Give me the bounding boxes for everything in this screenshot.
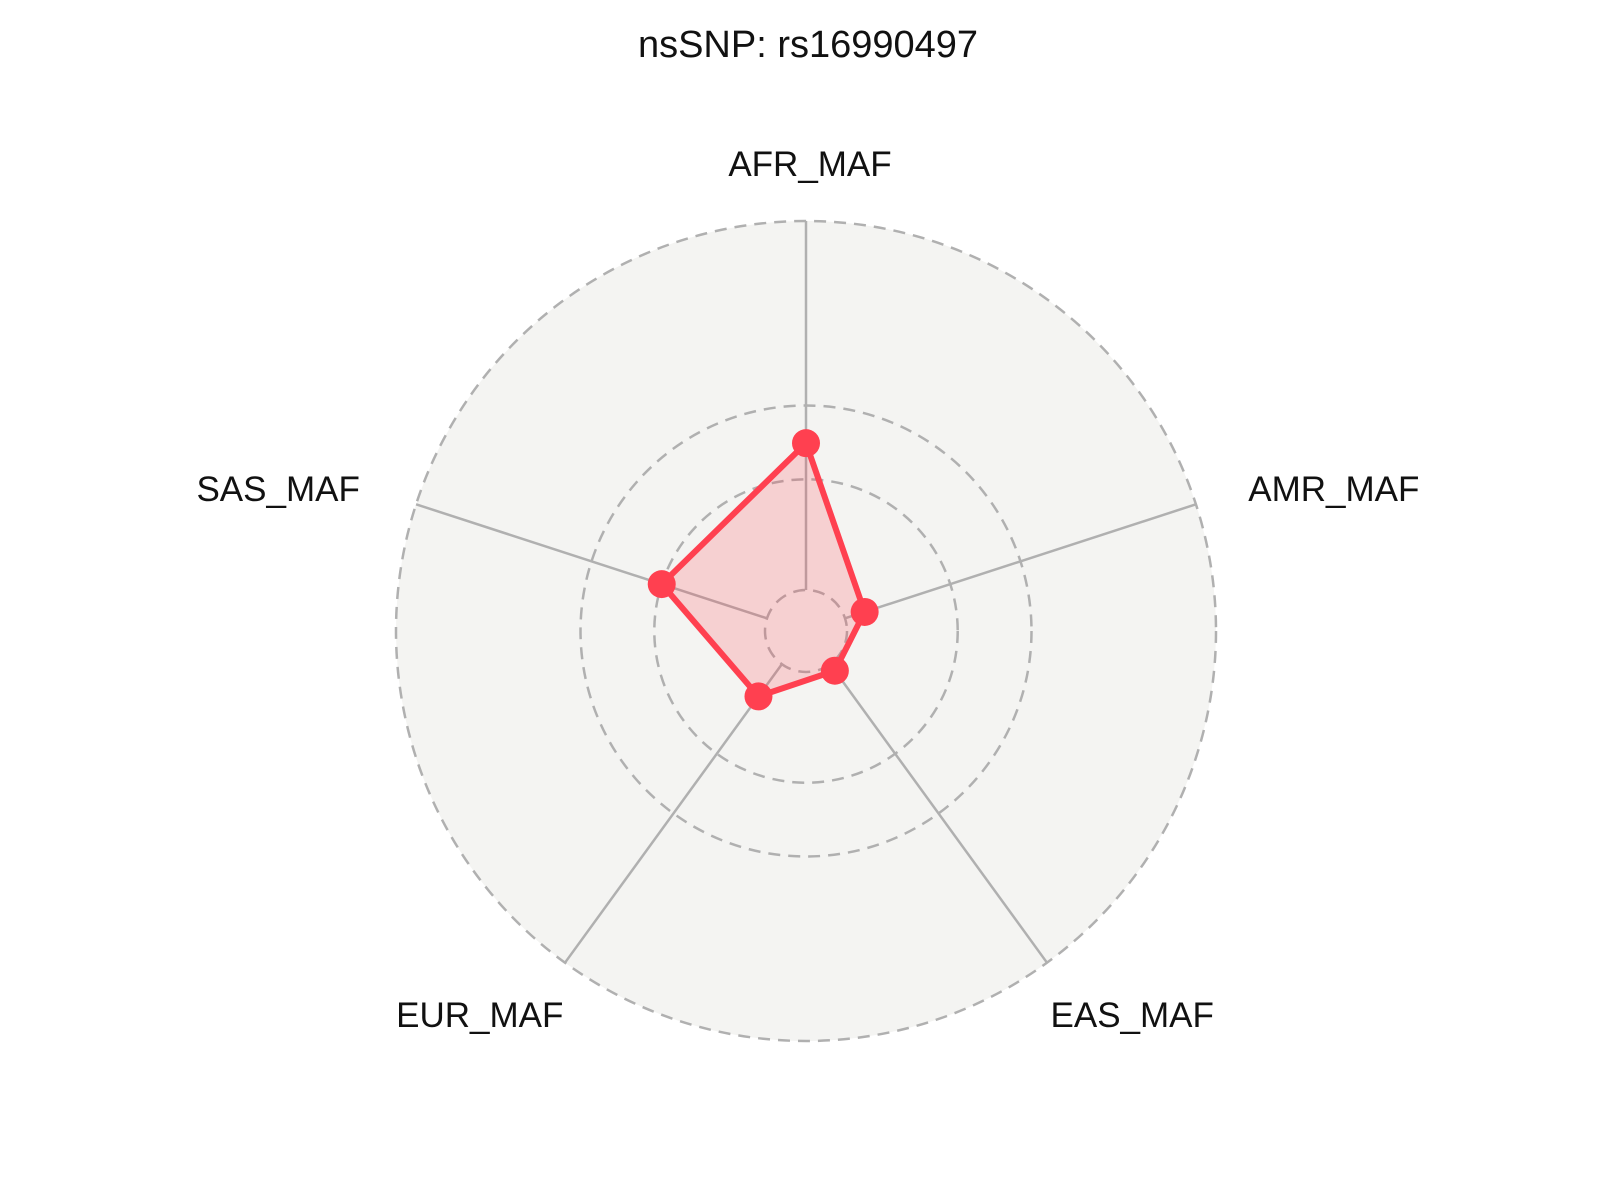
data-point — [647, 570, 676, 599]
chart-title: nsSNP: rs16990497 — [638, 24, 978, 66]
axis-line — [415, 503, 768, 620]
data-point — [850, 597, 879, 626]
data-point — [820, 656, 849, 685]
axis-line — [844, 503, 1197, 620]
grid-ring — [653, 478, 959, 784]
grid-ring — [763, 588, 849, 674]
data-point — [744, 682, 773, 711]
data-point — [792, 429, 820, 458]
axis-label: EAS_MAF — [1051, 996, 1214, 1035]
axis-label: SAS_MAF — [196, 470, 359, 509]
axis-label: AMR_MAF — [1248, 470, 1419, 509]
axis-line — [829, 663, 1049, 964]
axis-label: AFR_MAF — [728, 145, 891, 184]
series-line — [658, 440, 868, 700]
plot-background — [396, 221, 1216, 1041]
series-fill — [661, 443, 865, 697]
axis-label: EUR_MAF — [396, 996, 563, 1035]
axis-line — [563, 663, 783, 964]
